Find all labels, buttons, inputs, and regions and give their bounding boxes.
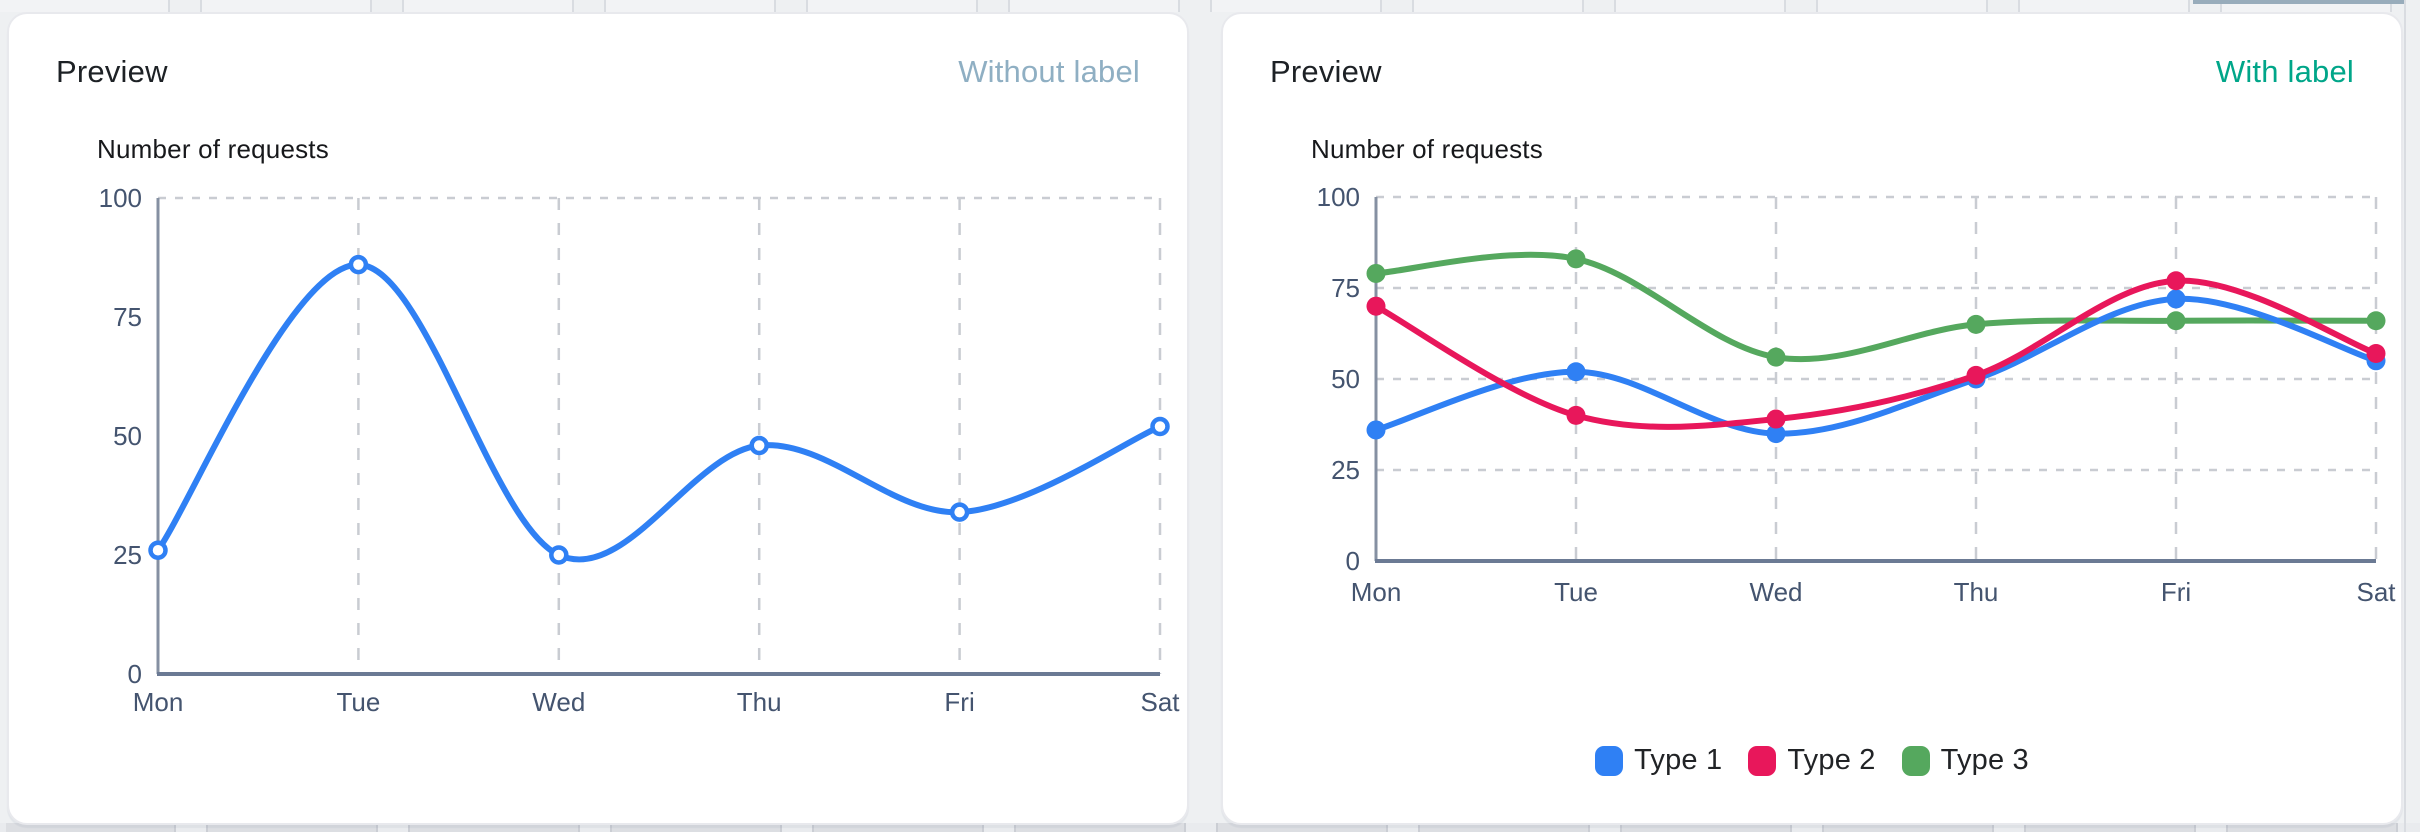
legend-label: Type 1 xyxy=(1634,744,1723,776)
svg-text:Wed: Wed xyxy=(1750,577,1803,607)
variant-label-with: With label xyxy=(2215,54,2354,89)
svg-text:Sat: Sat xyxy=(1140,687,1180,717)
svg-text:Tue: Tue xyxy=(336,687,380,717)
svg-text:100: 100 xyxy=(1317,182,1360,212)
svg-text:0: 0 xyxy=(128,659,142,689)
card-title: Preview xyxy=(56,54,168,89)
legend-item: Type 2 xyxy=(1748,744,1875,777)
svg-text:Thu: Thu xyxy=(737,687,782,717)
card-title: Preview xyxy=(1270,54,1382,89)
background-accent-bar xyxy=(2193,0,2404,4)
svg-text:75: 75 xyxy=(1331,273,1360,303)
svg-text:100: 100 xyxy=(99,183,142,213)
line-chart-with-label: 0 25 50 75 100 Mon Tue Wed Thu Fri Sat xyxy=(1317,182,2397,607)
svg-text:Fri: Fri xyxy=(944,687,974,717)
svg-text:25: 25 xyxy=(113,540,142,570)
svg-text:Sat: Sat xyxy=(2356,577,2396,607)
legend-label: Type 3 xyxy=(1940,744,2029,776)
preview-card-without-label: Preview Without label Number of requests… xyxy=(7,12,1189,825)
background-table-strip-top xyxy=(0,0,2420,12)
legend-swatch-icon xyxy=(1595,745,1624,776)
svg-text:Mon: Mon xyxy=(1351,577,1402,607)
legend-item: Type 3 xyxy=(1901,744,2029,777)
background-table-strip-bottom xyxy=(0,823,2420,832)
chart-legend: Type 1 Type 2 Type 3 xyxy=(1223,744,2401,777)
chart-title: Number of requests xyxy=(1311,134,1543,164)
svg-text:75: 75 xyxy=(113,302,142,332)
chart-title: Number of requests xyxy=(97,134,329,164)
svg-text:0: 0 xyxy=(1346,546,1360,576)
svg-text:50: 50 xyxy=(1331,364,1360,394)
variant-label-without: Without label xyxy=(958,54,1140,89)
svg-text:Fri: Fri xyxy=(2161,577,2191,607)
legend-label: Type 2 xyxy=(1787,744,1876,776)
preview-card-with-label: Preview With label Number of requests 0 2… xyxy=(1221,12,2403,825)
legend-swatch-icon xyxy=(1748,745,1777,776)
legend-item: Type 1 xyxy=(1595,744,1722,777)
line-chart-without-label: 0 25 50 75 100 Mon Tue Wed Thu Fri Sat xyxy=(99,183,1181,717)
svg-text:Wed: Wed xyxy=(532,687,585,717)
svg-text:50: 50 xyxy=(113,421,142,451)
card-header: Preview With label xyxy=(1270,54,2354,90)
background-column-border xyxy=(2404,0,2406,832)
svg-text:25: 25 xyxy=(1331,455,1360,485)
card-header: Preview Without label xyxy=(56,54,1140,90)
legend-swatch-icon xyxy=(1901,745,1930,776)
svg-text:Mon: Mon xyxy=(133,687,184,717)
svg-text:Thu: Thu xyxy=(1954,577,1999,607)
svg-text:Tue: Tue xyxy=(1554,577,1598,607)
